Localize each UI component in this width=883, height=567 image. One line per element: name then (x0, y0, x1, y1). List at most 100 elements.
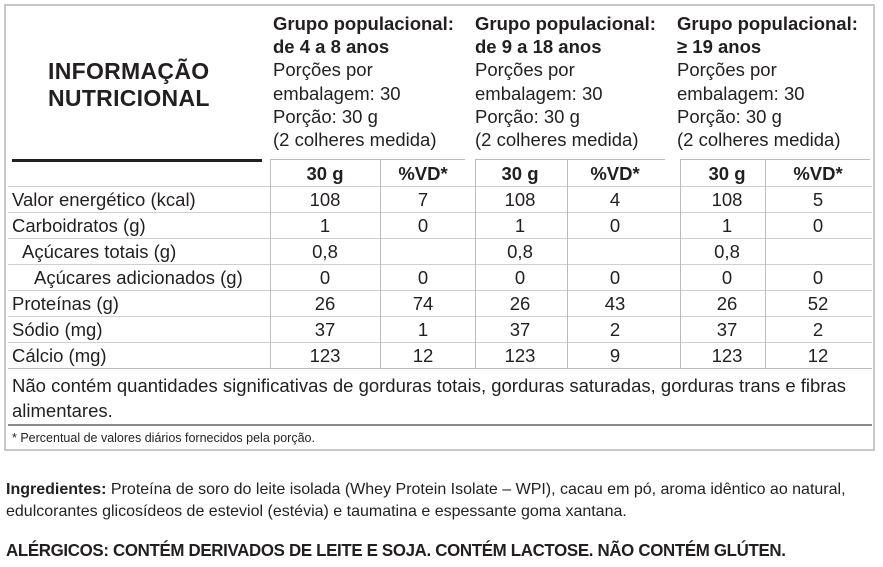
amount-value: 0 (721, 267, 733, 288)
vd-value: 0 (609, 267, 621, 288)
vd-value: 52 (807, 293, 829, 314)
row-rule (8, 264, 872, 265)
nutrition-title: INFORMAÇÃO NUTRICIONAL (48, 58, 210, 112)
vd-value: 0 (812, 215, 824, 236)
table-row: Açúcares adicionados (g) 0 0 0 0 0 0 (0, 265, 883, 291)
vd-value: 2 (609, 319, 621, 340)
vd-value (378, 239, 468, 265)
table-row: Açúcares totais (g) 0,8 0,8 0,8 (0, 239, 883, 265)
group-left-rule (270, 159, 271, 369)
vd-value (570, 239, 660, 265)
amount-value: 1 (721, 215, 733, 236)
row-rule (8, 342, 872, 343)
amount-value: 26 (314, 293, 336, 314)
amount-value: 0 (514, 267, 526, 288)
vd-value: 2 (812, 319, 824, 340)
group-measure: (2 colheres medida) (273, 129, 437, 151)
group-portions-count: embalagem: 30 (677, 82, 805, 104)
table-row: Proteínas (g) 26 74 26 43 26 52 (0, 291, 883, 317)
vd-column-header: %VD* (590, 163, 640, 184)
amount-value: 108 (309, 189, 341, 210)
group-portion: Porção: 30 g (677, 105, 782, 127)
vd-footnote: * Percentual de valores diários fornecid… (12, 431, 315, 445)
group-portion: Porção: 30 g (273, 105, 378, 127)
row-rule (8, 238, 872, 239)
group-age: ≥ 19 anos (677, 36, 762, 58)
nutrient-label: Carboidratos (g) (12, 215, 146, 236)
title-line-2: NUTRICIONAL (48, 85, 210, 111)
nutrient-label: Cálcio (mg) (12, 345, 107, 366)
column-divider (380, 159, 381, 369)
group-top-rule (475, 159, 665, 160)
amount-value: 0,8 (507, 241, 533, 262)
column-divider (567, 159, 568, 369)
vd-value: 4 (609, 189, 621, 210)
row-rule (8, 290, 872, 291)
nutrient-label: Valor energético (kcal) (12, 189, 196, 210)
note-rule (8, 424, 872, 426)
table-row: Carboidratos (g) 1 0 1 0 1 0 (0, 213, 883, 239)
table-row: Cálcio (mg) 123 12 123 9 123 12 (0, 343, 883, 369)
table-header-row: 30 g %VD* 30 g %VD* 30 g %VD* (0, 160, 883, 188)
group-heading: Grupo populacional: (273, 13, 454, 34)
column-divider (765, 159, 766, 369)
vd-value: 0 (417, 215, 429, 236)
amount-value: 1 (319, 215, 331, 236)
ingredients-text: Proteína de soro do leite isolada (Whey … (6, 481, 846, 520)
ingredients: Ingredientes: Proteína de soro do leite … (6, 479, 881, 522)
vd-value (773, 239, 863, 265)
amount-column-header: 30 g (306, 163, 344, 184)
vd-value: 12 (412, 345, 434, 366)
allergens-statement: ALÉRGICOS: CONTÉM DERIVADOS DE LEITE E S… (6, 540, 786, 560)
ingredients-label: Ingredientes: (6, 481, 107, 498)
amount-value: 26 (716, 293, 738, 314)
row-rule (8, 212, 872, 213)
title-rule (12, 159, 262, 162)
vd-value: 7 (417, 189, 429, 210)
amount-value: 37 (509, 319, 531, 340)
group-portions: Porções por (273, 59, 373, 81)
amount-value: 37 (716, 319, 738, 340)
nutrient-label: Sódio (mg) (12, 319, 103, 340)
group-portions-count: embalagem: 30 (475, 82, 603, 104)
vd-value: 9 (609, 345, 621, 366)
vd-value: 0 (812, 267, 824, 288)
amount-value: 123 (309, 345, 341, 366)
group-header-9-18: Grupo populacional: de 9 a 18 anos Porçõ… (475, 12, 656, 151)
group-measure: (2 colheres medida) (677, 129, 841, 151)
vd-value: 74 (412, 293, 434, 314)
group-measure: (2 colheres medida) (475, 129, 639, 151)
group-portions: Porções por (475, 59, 575, 81)
group-left-rule (680, 159, 681, 369)
group-portions: Porções por (677, 59, 777, 81)
vd-value: 12 (807, 345, 829, 366)
vd-column-header: %VD* (398, 163, 448, 184)
row-rule (8, 316, 872, 317)
amount-value: 108 (711, 189, 743, 210)
vd-value: 0 (609, 215, 621, 236)
vd-value: 1 (417, 319, 429, 340)
vd-value: 0 (417, 267, 429, 288)
amount-value: 108 (504, 189, 536, 210)
table-bottom-rule (8, 368, 872, 369)
vd-value: 5 (812, 189, 824, 210)
amount-value: 0,8 (714, 241, 740, 262)
group-age: de 4 a 8 anos (273, 36, 390, 58)
vd-value: 43 (604, 293, 626, 314)
nutrient-label: Açúcares adicionados (g) (34, 267, 243, 288)
amount-column-header: 30 g (708, 163, 746, 184)
group-heading: Grupo populacional: (475, 13, 656, 34)
row-rule (8, 186, 872, 187)
group-header-4-8: Grupo populacional: de 4 a 8 anos Porçõe… (273, 12, 454, 151)
amount-value: 26 (509, 293, 531, 314)
group-top-rule (270, 159, 465, 160)
table-row: Valor energético (kcal) 108 7 108 4 108 5 (0, 187, 883, 213)
group-portions-count: embalagem: 30 (273, 82, 401, 104)
amount-value: 37 (314, 319, 336, 340)
amount-value: 1 (514, 215, 526, 236)
vd-column-header: %VD* (793, 163, 843, 184)
title-line-1: INFORMAÇÃO (48, 58, 210, 84)
nutrient-label: Proteínas (g) (12, 293, 119, 314)
non-significant-note: Não contém quantidades significativas de… (12, 375, 846, 421)
amount-value: 0,8 (312, 241, 338, 262)
